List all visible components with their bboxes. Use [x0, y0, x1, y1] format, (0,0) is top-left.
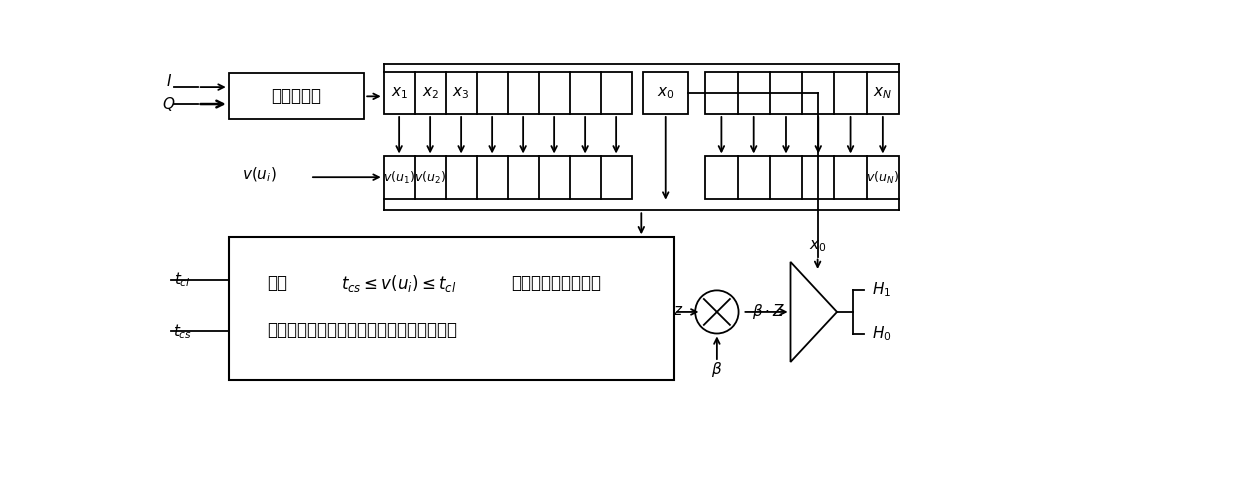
Text: 包络检波器: 包络检波器 [272, 87, 321, 106]
Text: $Q$: $Q$ [162, 95, 176, 113]
Text: $x_2$: $x_2$ [422, 85, 439, 101]
Text: 估计背景噪声功率，其余参考单元将被剔除: 估计背景噪声功率，其余参考单元将被剔除 [268, 321, 458, 339]
Text: $v(u_1)$: $v(u_1)$ [383, 170, 415, 186]
Text: $x_1$: $x_1$ [391, 85, 408, 101]
Bar [228, 73, 365, 120]
Bar [644, 72, 688, 114]
Text: 满足: 满足 [268, 274, 288, 293]
Text: $x_0$: $x_0$ [808, 239, 826, 254]
Text: 条件的参考单元用于: 条件的参考单元用于 [511, 274, 601, 293]
Text: $H_0$: $H_0$ [872, 324, 892, 343]
Text: $H_1$: $H_1$ [872, 281, 892, 299]
Text: $x_N$: $x_N$ [873, 85, 893, 101]
Text: $v(u_2)$: $v(u_2)$ [414, 170, 446, 186]
Text: $x_0$: $x_0$ [657, 85, 675, 101]
Bar [706, 156, 899, 199]
Text: $v(u_i)$: $v(u_i)$ [242, 166, 277, 184]
Text: $\beta$: $\beta$ [712, 360, 723, 379]
Bar [228, 237, 675, 380]
Bar [383, 156, 631, 199]
Text: $\beta \cdot Z$: $\beta \cdot Z$ [751, 302, 785, 321]
Bar [383, 72, 631, 114]
Text: $z$: $z$ [673, 303, 683, 318]
Text: $v(u_N)$: $v(u_N)$ [867, 170, 899, 186]
Bar [706, 72, 899, 114]
Text: $t_{cl}$: $t_{cl}$ [174, 270, 191, 289]
Text: $x_3$: $x_3$ [453, 85, 470, 101]
Text: $t_{cs}$: $t_{cs}$ [172, 322, 192, 341]
Text: $I$: $I$ [166, 73, 172, 89]
Text: $t_{cs} \leq v(u_i) \leq t_{cl}$: $t_{cs} \leq v(u_i) \leq t_{cl}$ [341, 273, 456, 294]
